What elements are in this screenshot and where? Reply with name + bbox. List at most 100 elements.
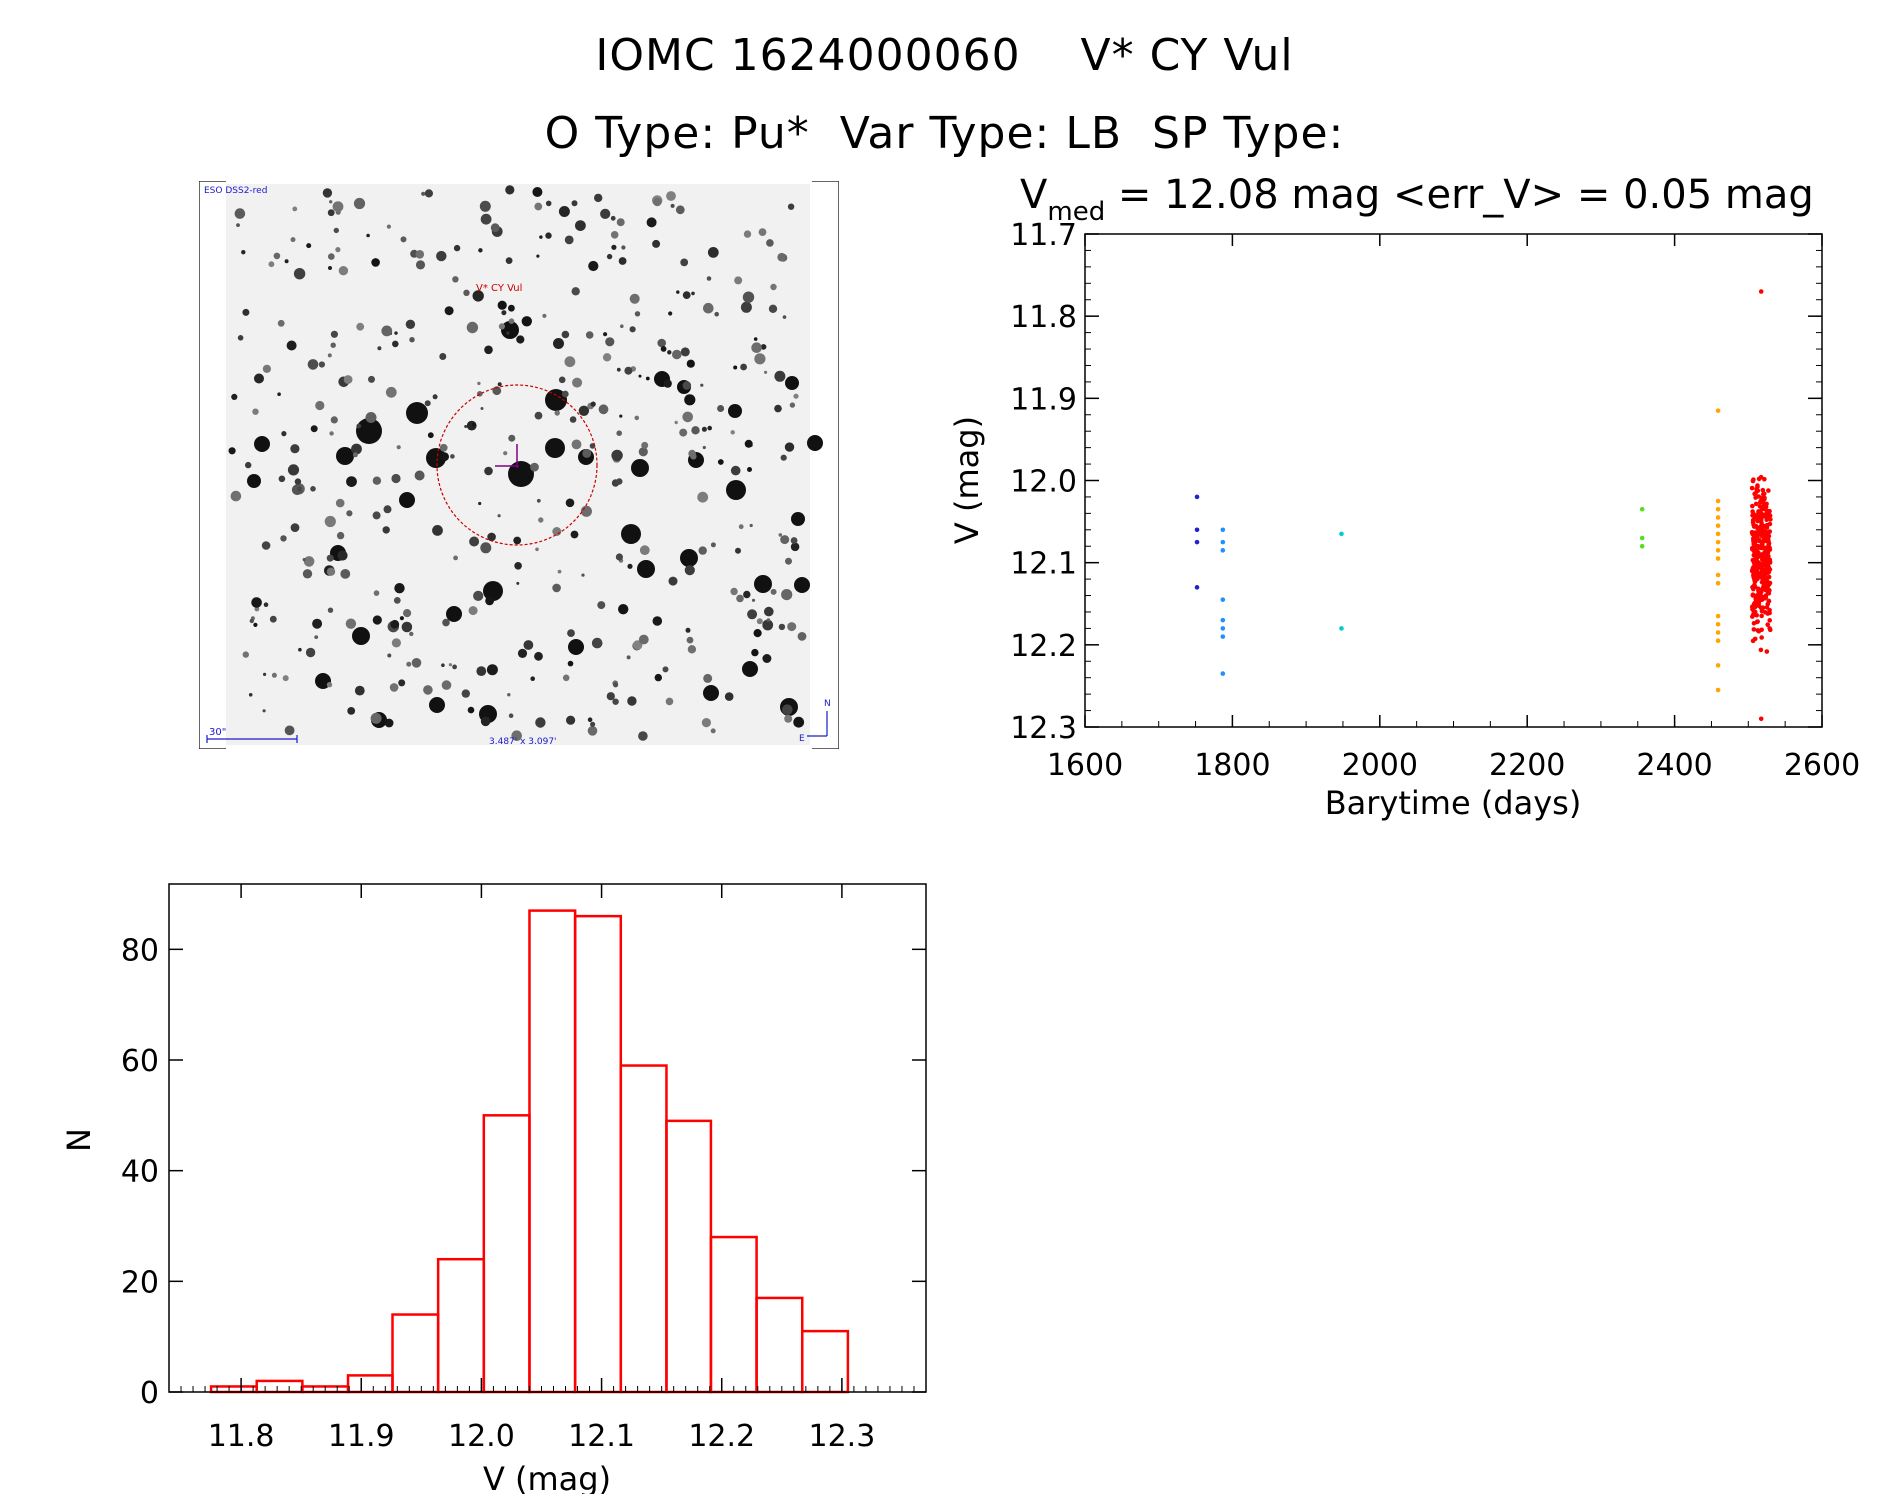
lc-point — [1761, 512, 1767, 518]
lc-point — [1752, 576, 1757, 582]
finder-star — [521, 316, 532, 327]
finder-star — [730, 587, 738, 596]
finder-star — [717, 459, 724, 465]
finder-star — [766, 618, 771, 622]
finder-star — [513, 536, 522, 545]
lc-point — [1759, 597, 1765, 602]
lc-point — [1755, 571, 1760, 576]
finder-star — [310, 486, 316, 492]
histogram-bar — [619, 1064, 668, 1394]
finder-star — [421, 191, 426, 196]
finder-star — [414, 470, 425, 481]
finder-star — [479, 200, 491, 212]
finder-star — [702, 445, 706, 450]
lc-point — [1758, 524, 1763, 529]
lc-point — [1750, 545, 1755, 551]
finder-star — [657, 338, 666, 348]
lc-point — [1751, 564, 1756, 570]
lc-point — [1220, 626, 1226, 631]
lc-point — [1220, 539, 1226, 545]
finder-star — [466, 321, 479, 334]
finder-star — [391, 638, 401, 648]
finder-star — [627, 696, 637, 706]
finder-star — [626, 655, 631, 660]
lc-point — [1766, 588, 1772, 593]
finder-star — [668, 311, 673, 316]
lc-point — [1767, 559, 1773, 564]
finder-star-bright — [483, 581, 503, 601]
finder-star — [448, 663, 452, 667]
lc-point — [1763, 587, 1768, 593]
finder-star-bright — [631, 459, 649, 477]
lc-point — [1756, 537, 1762, 542]
lc-point — [1758, 647, 1764, 653]
lc-point — [1762, 538, 1768, 544]
finder-star — [406, 661, 412, 667]
lc-point — [1194, 539, 1200, 545]
finder-star — [467, 706, 475, 714]
lc-point — [1761, 551, 1767, 556]
lc-point — [1750, 607, 1755, 612]
lc-point — [1220, 617, 1226, 623]
finder-star — [733, 365, 738, 370]
finder-star — [652, 239, 661, 248]
lc-point — [1751, 477, 1756, 482]
finder-star — [523, 640, 534, 650]
lc-point — [1752, 532, 1758, 537]
lc-point — [1766, 569, 1772, 575]
lc-point — [1759, 543, 1765, 548]
lc-point — [1766, 581, 1772, 587]
lc-point — [1752, 548, 1757, 554]
lc-point — [1753, 523, 1759, 529]
lc-point — [1751, 512, 1757, 517]
lc-point — [1767, 512, 1772, 518]
lc-point — [1758, 544, 1764, 550]
finder-star — [484, 345, 493, 355]
finder-star — [782, 315, 787, 319]
lc-point — [1759, 511, 1764, 517]
lc-point — [1765, 601, 1771, 607]
finder-star — [618, 604, 629, 615]
finder-star — [373, 590, 380, 596]
lc-point — [1759, 635, 1764, 640]
finder-star — [330, 416, 338, 424]
lc-point — [1764, 508, 1770, 514]
lc-point — [1762, 572, 1767, 578]
finder-star — [682, 411, 693, 423]
finder-star — [756, 618, 763, 625]
lc-point — [1756, 529, 1761, 535]
lc-point — [1750, 584, 1755, 590]
lc-xtick-label: 2200 — [1489, 748, 1565, 783]
finder-star — [366, 233, 370, 238]
finder-star — [700, 383, 704, 387]
lc-point — [1756, 531, 1762, 537]
finder-star — [346, 476, 357, 487]
histogram-bar — [391, 1313, 440, 1394]
lc-point — [1764, 575, 1769, 581]
lc-point — [1220, 597, 1226, 602]
finder-star — [639, 545, 650, 556]
finder-star-bright — [703, 685, 719, 701]
finder-star — [686, 359, 695, 368]
finder-star — [315, 400, 325, 411]
lc-point — [1752, 565, 1758, 571]
finder-star — [326, 682, 333, 688]
finder-star — [517, 648, 528, 658]
lc-point — [1749, 604, 1755, 609]
finder-star — [423, 685, 433, 695]
lc-point — [1766, 488, 1771, 493]
finder-star — [585, 331, 594, 339]
lc-point — [1767, 560, 1773, 565]
finder-star — [780, 454, 787, 461]
lc-point — [1764, 522, 1770, 528]
lc-point — [1759, 544, 1765, 549]
finder-star — [292, 206, 298, 212]
lc-point — [1762, 552, 1768, 557]
finder-star — [687, 645, 697, 654]
finder-star — [497, 382, 502, 387]
finder-star — [675, 205, 685, 215]
finder-star — [774, 404, 782, 413]
lc-point — [1759, 527, 1765, 533]
lc-point — [1715, 630, 1721, 635]
finder-star — [672, 349, 682, 360]
